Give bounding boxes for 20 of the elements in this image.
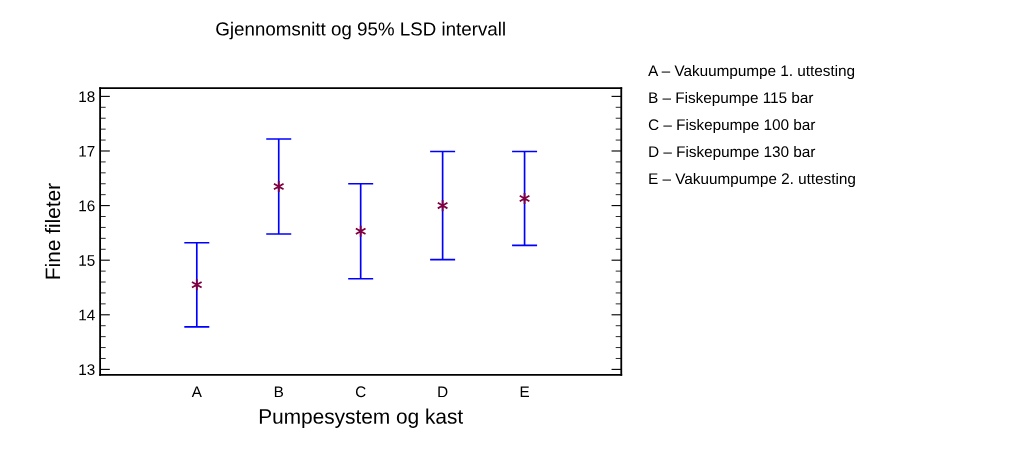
x-tick-label: E bbox=[520, 386, 530, 398]
x-axis-title: Pumpesystem og kast bbox=[259, 408, 464, 428]
text: C – Fiskepumpe 100 bar bbox=[648, 118, 816, 134]
x-tick-label: A bbox=[191, 386, 202, 398]
x-tick-label: B bbox=[274, 386, 284, 398]
y-tick-label: 18 bbox=[79, 91, 95, 103]
y-tick-label: 14 bbox=[79, 309, 95, 321]
y-axis-title: Fine fileter bbox=[44, 183, 61, 279]
x-tick-label: D bbox=[438, 386, 448, 398]
point bbox=[436, 199, 449, 213]
y-tick-label: 13 bbox=[79, 364, 95, 376]
y-tick-label: 15 bbox=[79, 255, 95, 266]
y-tick-label: 17 bbox=[79, 146, 95, 157]
text: E – Vakuumpumpe 2. uttesting bbox=[649, 172, 855, 188]
y-tick-label: 16 bbox=[79, 200, 95, 212]
text: D – Fiskepumpe 130 bar bbox=[649, 145, 816, 161]
chart-title: Gjennomsnitt og 95% LSD intervall bbox=[216, 21, 505, 40]
text: B – Fiskepumpe 115 bar bbox=[649, 91, 814, 107]
x-tick-label: C bbox=[355, 386, 366, 398]
text: A – Vakuumpumpe 1. uttesting bbox=[648, 64, 855, 80]
